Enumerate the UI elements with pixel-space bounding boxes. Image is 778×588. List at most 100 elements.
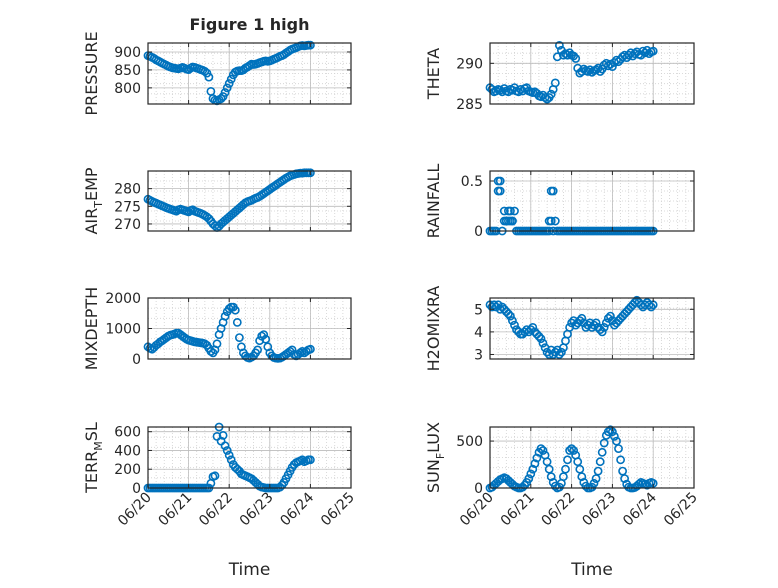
panel-pressure: 800 850 900 PRESSURE Figure 1 high — [82, 15, 352, 116]
data-point — [210, 471, 220, 481]
y-axis-label: AIRTEMP — [82, 167, 105, 234]
data-point — [569, 51, 578, 61]
data-point — [550, 78, 560, 88]
y-tick-label: 5 — [474, 302, 483, 318]
y-tick-label: 500 — [456, 434, 483, 450]
data-point — [305, 40, 315, 50]
data-point — [261, 334, 271, 344]
data-point — [305, 455, 315, 465]
y-axis-label-main: TERR — [82, 451, 101, 494]
y-tick-label: 275 — [114, 199, 141, 215]
data-point — [226, 74, 236, 84]
data-point — [597, 327, 607, 337]
data-point — [534, 331, 544, 341]
data-point — [528, 464, 538, 474]
data-point — [508, 316, 517, 325]
data-point — [528, 322, 538, 332]
data-point — [591, 318, 601, 328]
y-tick-label: 270 — [114, 217, 141, 233]
data-point — [569, 446, 578, 455]
y-tick-label: 2000 — [105, 291, 141, 307]
data-point — [253, 345, 262, 355]
y-axis-label-subscript: M — [92, 441, 105, 451]
data-point — [550, 216, 560, 226]
data-point — [599, 438, 609, 448]
data-point — [259, 330, 269, 339]
series-markers — [485, 295, 658, 359]
y-axis-label-suffix: SL — [82, 422, 101, 441]
data-point — [216, 94, 226, 103]
data-point — [212, 339, 222, 349]
data-point — [589, 478, 599, 488]
data-point — [597, 447, 607, 457]
y-tick-label: 1000 — [105, 322, 141, 338]
axes-box — [147, 426, 352, 489]
data-point — [538, 338, 548, 348]
data-point — [295, 348, 305, 358]
axes-box — [489, 297, 695, 360]
data-point — [503, 87, 513, 97]
data-point — [222, 83, 232, 93]
grid — [489, 427, 695, 489]
panel-rainfall: 0 0.5 RAINFALL — [424, 164, 695, 240]
data-point — [603, 427, 613, 437]
y-tick-label: 850 — [114, 63, 141, 79]
data-point — [542, 457, 552, 467]
data-point — [495, 85, 505, 95]
data-point — [224, 450, 234, 460]
data-point — [616, 455, 625, 465]
data-point — [548, 186, 558, 196]
data-point — [620, 474, 629, 483]
y-tick-label: 4 — [474, 325, 483, 341]
y-tick-label: 0 — [474, 224, 483, 240]
chart-title: Figure 1 high — [190, 15, 310, 34]
data-point — [305, 344, 315, 354]
data-point — [599, 60, 609, 70]
data-point — [508, 216, 517, 226]
data-point — [563, 455, 572, 465]
y-axis-label: PRESSURE — [82, 31, 101, 115]
y-tick-label: 0 — [132, 352, 141, 368]
y-axis-label-main: THETA — [424, 48, 443, 100]
y-tick-label: 400 — [114, 443, 141, 459]
data-point — [546, 472, 556, 482]
y-axis-label-main: MIXDEPTH — [82, 287, 101, 370]
y-tick-label: 200 — [114, 462, 141, 478]
data-point — [220, 88, 230, 97]
data-point — [224, 304, 234, 314]
data-point — [599, 322, 609, 332]
data-point — [646, 302, 656, 312]
grid — [147, 427, 352, 489]
y-tick-label: 0 — [132, 481, 141, 497]
y-axis-label: RAINFALL — [424, 164, 443, 239]
y-axis-label: MIXDEPTH — [82, 287, 101, 370]
data-point — [530, 459, 540, 468]
y-tick-label: 280 — [114, 182, 141, 198]
data-point — [591, 65, 601, 75]
data-point — [218, 430, 228, 440]
y-axis-label-main: PRESSURE — [82, 31, 101, 115]
y-axis-label: TERRMSL — [82, 422, 105, 494]
data-point — [297, 346, 307, 356]
y-tick-label: 3 — [474, 347, 483, 363]
panel-theta: 285 290 THETA — [424, 41, 695, 113]
y-tick-label: 900 — [114, 45, 141, 61]
data-point — [226, 455, 236, 465]
data-point — [581, 481, 591, 491]
x-axis-label: Time — [228, 560, 271, 580]
y-axis-label-main: AIR — [82, 208, 101, 235]
axes-box — [147, 170, 352, 232]
data-point — [555, 350, 564, 359]
data-point — [297, 455, 307, 465]
y-axis-label: SUNFLUX — [424, 422, 447, 493]
data-point — [230, 305, 240, 315]
axes-box — [147, 42, 352, 105]
data-point — [565, 446, 574, 455]
data-point — [555, 41, 564, 50]
y-tick-label: 600 — [114, 425, 141, 441]
data-point — [510, 320, 519, 330]
data-point — [487, 85, 497, 94]
